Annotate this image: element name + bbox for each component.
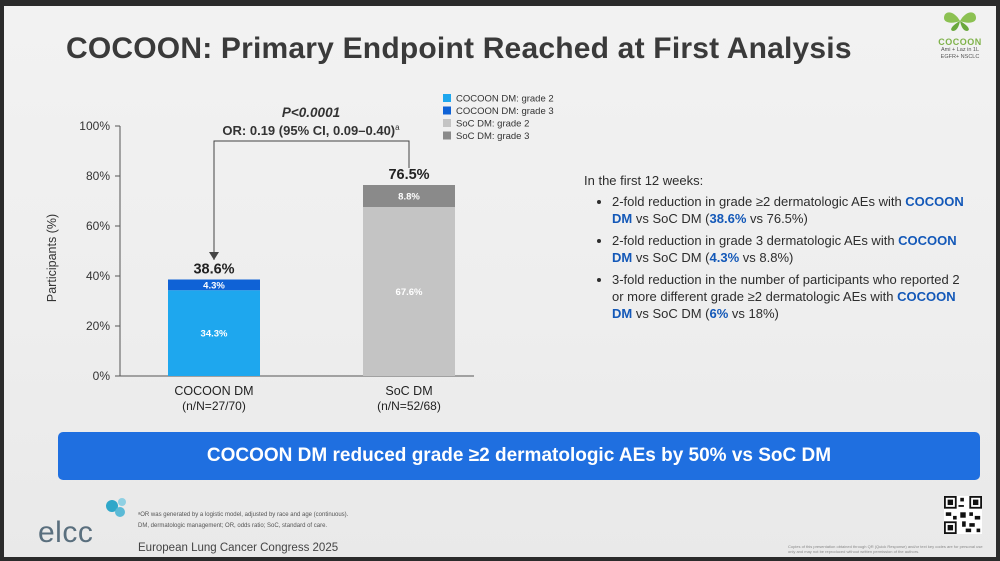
legend-swatch xyxy=(443,106,451,115)
bar-segment xyxy=(363,185,455,207)
elcc-logo: elcc xyxy=(38,498,126,550)
legend-label: COCOON DM: grade 2 xyxy=(456,94,554,105)
odds-ratio: OR: 0.19 (95% CI, 0.09–0.40)a xyxy=(222,123,400,138)
legend-label: SoC DM: grade 2 xyxy=(456,119,529,130)
page-title: COCOON: Primary Endpoint Reached at Firs… xyxy=(66,32,852,65)
y-tick-label: 80% xyxy=(86,169,110,183)
segment-label: 34.3% xyxy=(201,329,228,340)
y-tick-label: 40% xyxy=(86,269,110,283)
elcc-mark-icon xyxy=(106,498,126,517)
bar-segment xyxy=(363,207,455,376)
qr-code[interactable] xyxy=(944,496,982,534)
y-tick-label: 20% xyxy=(86,319,110,333)
key-findings-intro: In the first 12 weeks: xyxy=(584,173,704,188)
key-finding-item: 2-fold reduction in grade 3 dermatologic… xyxy=(612,232,974,266)
logo-subtitle-1: Ami + Laz in 1L xyxy=(940,47,980,53)
highlight-text: COCOON DM xyxy=(612,233,957,265)
stacked-bar-chart: Participants (%) 0% 20% 40% 60% 80% 100% 34.3… xyxy=(45,94,554,414)
bars: 34.3% 4.3% 38.6% COCOON DM(n/N=27/70) 67.6% 8… xyxy=(168,167,455,413)
cocoon-logo: COCOON Ami + Laz in 1L EGFR+ NSCLC xyxy=(930,10,990,61)
legend-swatch xyxy=(443,119,451,127)
finding-text: 2-fold reduction in grade ≥2 dermatologi… xyxy=(612,194,906,209)
congress-name: European Lung Cancer Congress 2025 xyxy=(138,542,339,554)
finding-text: 2-fold reduction in grade 3 dermatologic… xyxy=(612,233,899,248)
odds-ratio-superscript: a xyxy=(395,123,400,132)
highlight-text: 38.6% xyxy=(709,211,747,226)
finding-text: vs 76.5%) xyxy=(746,211,808,226)
finding-text: vs SoC DM ( xyxy=(632,306,710,321)
bracket-line xyxy=(213,140,410,260)
logo-subtitle-2: EGFR+ NSCLC xyxy=(940,54,980,60)
footnotes: ᵃOR was generated by a logistic model, a… xyxy=(138,510,348,532)
y-axis-label: Participants (%) xyxy=(45,214,59,302)
highlight-text: 4.3% xyxy=(709,250,740,265)
y-tick-label: 0% xyxy=(93,369,111,383)
p-value: P<0.0001 xyxy=(282,105,340,120)
legend-swatch xyxy=(443,131,451,140)
butterfly-icon xyxy=(944,12,976,31)
y-tick-label: 60% xyxy=(86,219,110,233)
key-finding-item: 3-fold reduction in the number of partic… xyxy=(612,271,974,322)
legend-swatch xyxy=(443,94,451,102)
x-tick-label: SoC DM xyxy=(385,384,432,398)
finding-text: vs 18%) xyxy=(728,306,779,321)
finding-text: vs SoC DM ( xyxy=(632,211,710,226)
legend-label: SoC DM: grade 3 xyxy=(456,131,529,142)
copyright-disclaimer: Copies of this presentation obtained thr… xyxy=(788,544,983,554)
y-tick-label: 100% xyxy=(79,119,110,133)
bar-total-label: 38.6% xyxy=(193,262,234,278)
elcc-wordmark: elcc xyxy=(38,516,94,549)
segment-label: 8.8% xyxy=(398,192,420,203)
logo-wordmark: COCOON xyxy=(938,37,982,47)
bracket-arrowhead xyxy=(209,252,219,260)
highlight-text: COCOON DM xyxy=(612,289,956,321)
footnote-or: ᵃOR was generated by a logistic model, a… xyxy=(138,512,349,518)
finding-text: vs 8.8%) xyxy=(739,250,794,265)
slide: COCOON: Primary Endpoint Reached at Firs… xyxy=(4,6,996,557)
segment-label: 4.3% xyxy=(203,280,225,291)
x-tick-sublabel: (n/N=27/70) xyxy=(182,399,246,413)
finding-text: 3-fold reduction in the number of partic… xyxy=(612,272,960,304)
x-tick-label: COCOON DM xyxy=(174,384,253,398)
highlight-text: 6% xyxy=(709,306,729,321)
footnote-abbreviations: DM, dermatologic management; OR, odds ra… xyxy=(138,523,328,529)
bar-segment xyxy=(168,290,260,376)
x-tick-sublabel: (n/N=52/68) xyxy=(377,399,441,413)
key-findings: In the first 12 weeks: 2-fold reduction … xyxy=(584,172,974,327)
odds-ratio-text: OR: 0.19 (95% CI, 0.09–0.40) xyxy=(222,123,395,138)
key-finding-item: 2-fold reduction in grade ≥2 dermatologi… xyxy=(612,193,974,227)
bar-total-label: 76.5% xyxy=(388,167,429,183)
conclusion-banner: COCOON DM reduced grade ≥2 dermatologic … xyxy=(58,432,980,480)
finding-text: vs SoC DM ( xyxy=(632,250,710,265)
bar-segment xyxy=(168,279,260,291)
significance-annotation: P<0.0001 OR: 0.19 (95% CI, 0.09–0.40)a xyxy=(209,105,410,260)
legend-label: COCOON DM: grade 3 xyxy=(456,106,554,117)
segment-label: 67.6% xyxy=(396,287,423,298)
highlight-text: COCOON DM xyxy=(612,194,964,226)
key-findings-list: 2-fold reduction in grade ≥2 dermatologi… xyxy=(584,193,974,322)
